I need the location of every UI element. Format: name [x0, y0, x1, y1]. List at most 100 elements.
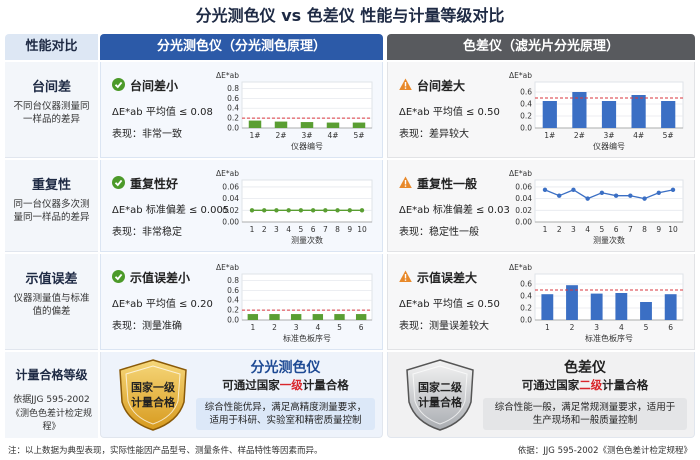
x-tick-label: 1 — [250, 225, 255, 234]
chart: ΔE*ab 0.0 0.2 0.4 0.6 1# 2# 3# 4# 5# 仪器编号 — [509, 71, 684, 151]
badge-text: 国家一级 — [131, 380, 176, 394]
y-tick-label: 0.0 — [227, 316, 239, 325]
y-tick-label: 0.0 — [520, 316, 532, 325]
y-tick-label: 0.06 — [515, 182, 532, 191]
x-tick-label: 8 — [335, 225, 340, 234]
bar — [661, 101, 676, 128]
y-tick-label: 0.06 — [222, 182, 239, 191]
shield — [406, 359, 474, 431]
x-tick-label: 4# — [327, 131, 338, 140]
metric: ΔE*ab 平均值 ≤ 0.50 — [399, 107, 500, 118]
chart: ΔE*ab 0.00.20.40.60.8 1 2 3 4 5 6 标准色板序号 — [216, 263, 373, 343]
y-tick-label: 0.04 — [515, 194, 532, 203]
metric: ΔE*ab 平均值 ≤ 0.50 — [399, 299, 500, 310]
pass-level: 二级 — [579, 378, 603, 392]
y-axis-label: ΔE*ab — [509, 169, 532, 178]
warning-icon — [399, 78, 412, 90]
y-tick-label: 0.6 — [227, 94, 239, 103]
y-tick-label: 0.4 — [520, 100, 532, 109]
y-tick-label: 0.0 — [520, 124, 532, 133]
performance: 表现：非常稳定 — [112, 227, 182, 238]
plot-area — [241, 179, 373, 223]
pass-text: 可通过国家 — [521, 378, 580, 392]
shield-inner — [125, 365, 181, 425]
y-tick-label: 0.04 — [222, 194, 239, 203]
point — [286, 208, 291, 213]
badge-text: 计量合格 — [418, 395, 463, 409]
row-desc: 《测色色差计检定规程》 — [10, 409, 92, 432]
plot-area — [534, 179, 684, 223]
pass-level: 一级 — [279, 378, 303, 392]
x-tick-label: 1 — [543, 225, 548, 234]
icon-mark — [404, 82, 407, 87]
row-label: 台间差 — [31, 80, 71, 95]
summary: 综合性能优异，满足高精度测量要求，适用于科研、实验室和精密质量控制 — [196, 398, 375, 430]
x-tick-label: 9 — [347, 225, 352, 234]
y-tick-label: 0.02 — [515, 206, 532, 215]
x-axis-label: 仪器编号 — [593, 141, 625, 151]
chart: ΔE*ab 0.0 0.2 0.4 0.6 1 2 3 4 5 6 标准色板序号 — [509, 263, 684, 343]
performance: 表现：非常一致 — [112, 129, 182, 140]
point — [642, 196, 647, 201]
title: 分光测色仪 vs 色差仪 性能与计量等级对比 — [195, 6, 505, 25]
summary: 综合性能一般，满足常规测量要求，适用于生产现场和一般质量控制 — [483, 398, 687, 430]
header-left: 分光测色仪（分光测色原理） — [100, 34, 383, 60]
x-tick-label: 6 — [614, 225, 619, 234]
point — [323, 208, 328, 213]
y-axis-label: ΔE*ab — [216, 71, 239, 80]
x-tick-label: 5# — [663, 131, 674, 140]
x-tick-label: 1# — [544, 131, 555, 140]
pass-line: 可通过国家一级计量合格 — [200, 377, 371, 393]
header-right: 色差仪（滤光片分光原理） — [387, 34, 695, 60]
bar — [326, 122, 340, 128]
performance: 表现：测量准确 — [112, 321, 182, 332]
status: 台间差小 — [130, 79, 179, 93]
y-axis-label: ΔE*ab — [216, 263, 239, 272]
x-tick-label: 6 — [311, 225, 316, 234]
x-tick-label: 3 — [274, 225, 279, 234]
icon-mark — [404, 87, 407, 89]
badge-text: 国家二级 — [418, 380, 463, 394]
y-axis-label: ΔE*ab — [216, 169, 239, 178]
x-tick-label: 1 — [250, 323, 255, 332]
point — [298, 208, 304, 213]
y-tick-label: 0.4 — [227, 296, 239, 305]
icon-bg — [112, 78, 125, 91]
plot-area — [241, 81, 373, 129]
plot-area — [241, 273, 373, 321]
x-tick-label: 3 — [594, 323, 599, 332]
x-tick-label: 5 — [337, 323, 342, 332]
x-tick-label: 1 — [545, 323, 550, 332]
point — [656, 190, 661, 195]
point — [542, 187, 548, 193]
point — [628, 193, 633, 198]
point — [613, 193, 619, 198]
check-icon — [112, 270, 125, 283]
warning-icon — [399, 270, 412, 282]
check-icon — [112, 78, 125, 91]
x-tick-label: 3# — [301, 131, 312, 140]
y-tick-label: 0.6 — [520, 88, 532, 97]
shield-inner — [412, 365, 468, 425]
point — [310, 208, 316, 213]
x-tick-label: 2# — [574, 131, 585, 140]
metric: ΔE*ab 标准偏差 ≤ 0.005 — [112, 205, 230, 216]
status: 示值误差小 — [130, 271, 191, 285]
check-icon — [112, 176, 125, 189]
badge: 国家一级计量合格 — [119, 359, 187, 431]
y-tick-label: 0.6 — [520, 280, 532, 289]
row-desc: 同一台仪器多次测量同一样品的差异 — [13, 199, 90, 223]
y-tick-label: 0.2 — [520, 304, 532, 313]
bar — [355, 314, 367, 320]
y-tick-label: 0.00 — [515, 218, 532, 227]
y-tick-label: 0.4 — [227, 104, 239, 113]
performance: 表现：测量误差较大 — [399, 321, 489, 332]
x-tick-label: 6 — [359, 323, 364, 332]
y-tick-label: 0.0 — [227, 124, 239, 133]
pass-text: 计量合格 — [302, 378, 349, 392]
bar — [601, 101, 617, 128]
grade-name: 分光测色仪 — [250, 360, 321, 376]
bar — [640, 302, 652, 320]
